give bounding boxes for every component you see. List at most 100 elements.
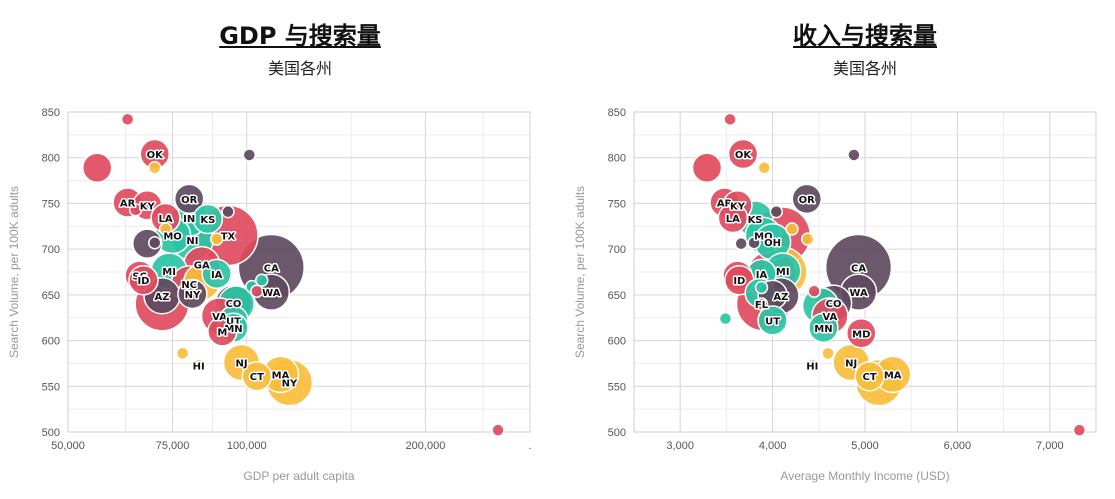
bubble-point bbox=[191, 358, 206, 373]
y-tick-label: 650 bbox=[608, 290, 626, 302]
bubble-label: NY bbox=[282, 379, 298, 390]
bubble-label: OK bbox=[147, 150, 165, 161]
bubble-point bbox=[754, 297, 769, 311]
bubble-label: OR bbox=[181, 195, 198, 206]
bubble-label: KS bbox=[748, 215, 763, 226]
bubble-point bbox=[1072, 423, 1087, 437]
chart-2-title: 收入与搜索量 bbox=[793, 22, 937, 50]
bubble-label: MN bbox=[814, 324, 832, 335]
income-scatter-chart: 500 550 600 650 700 750 800 850 3,000 4,000 5,000 6… bbox=[573, 107, 1097, 483]
bubble-label: LA bbox=[159, 214, 173, 225]
bubble-point bbox=[148, 235, 162, 250]
bubble-label: MO bbox=[754, 231, 772, 242]
bubble-label: IA bbox=[211, 270, 223, 281]
y-tick-label: 800 bbox=[608, 153, 626, 165]
bubble-label: MN bbox=[224, 324, 242, 335]
bubble-point bbox=[734, 236, 748, 251]
bubble-label: NJ bbox=[235, 359, 247, 370]
bubble-label: FL bbox=[755, 300, 769, 311]
y-tick-label: 500 bbox=[42, 427, 60, 439]
x-tick-label: 100,000 bbox=[227, 440, 267, 452]
bubble-point bbox=[747, 235, 761, 250]
y-tick-label: 850 bbox=[42, 107, 60, 119]
bubble-point bbox=[221, 204, 235, 219]
bubble-label: KS bbox=[200, 215, 215, 226]
bubble-label: ID bbox=[137, 276, 149, 287]
bubble-label: NY bbox=[185, 290, 201, 301]
x-axis-label: GDP per adult capita bbox=[243, 469, 355, 483]
y-tick-label: 550 bbox=[608, 381, 626, 393]
bubble-label: WA bbox=[262, 288, 281, 299]
y-tick-label: 750 bbox=[42, 198, 60, 210]
bubble-label: CO bbox=[226, 299, 242, 310]
bubble-point bbox=[177, 278, 208, 310]
bubble-point bbox=[201, 258, 232, 290]
bubble-label: CA bbox=[264, 263, 279, 274]
bubble-label: KY bbox=[730, 201, 746, 212]
bubble-label: CA bbox=[851, 263, 866, 274]
y-tick-label: 500 bbox=[608, 427, 626, 439]
bubble-point bbox=[821, 346, 835, 361]
bubble-point bbox=[754, 280, 769, 295]
y-tick-label: 700 bbox=[608, 244, 626, 256]
bubble-label: AR bbox=[717, 199, 733, 210]
bubble-label: GA bbox=[194, 261, 210, 272]
bubble-label: OH bbox=[764, 238, 781, 249]
bubble-point bbox=[158, 222, 173, 236]
bubble-label: VA bbox=[212, 312, 227, 323]
bubble-point bbox=[723, 112, 737, 127]
bubble-point bbox=[805, 358, 820, 373]
y-tick-label: 800 bbox=[42, 153, 60, 165]
bubble-label: MD bbox=[852, 329, 870, 340]
chart-1-subtitle: 美国各州 bbox=[267, 59, 332, 78]
x-tick-label: 4,000 bbox=[759, 440, 787, 452]
bubble-label: CT bbox=[250, 372, 264, 383]
gdp-scatter-chart: 500 550 600 650 700 750 800 850 50,000 75,000 100,… bbox=[7, 107, 532, 483]
plot-frame bbox=[633, 111, 1097, 433]
x-tick-label: 50,000 bbox=[51, 440, 85, 452]
x-tick-label: 6,000 bbox=[944, 440, 972, 452]
bubble-point bbox=[808, 312, 839, 344]
bubble-point bbox=[250, 284, 264, 298]
y-tick-label: 750 bbox=[608, 198, 626, 210]
bubble-label: MI bbox=[776, 267, 790, 278]
bubble-label: KY bbox=[140, 201, 156, 212]
bubble-label: MA bbox=[884, 370, 902, 381]
bubble-label: OK bbox=[735, 150, 753, 161]
bubble-label: MA bbox=[272, 370, 290, 381]
bubble-point bbox=[173, 183, 205, 215]
bubble-point bbox=[175, 346, 190, 361]
y-tick-label: 600 bbox=[42, 336, 60, 348]
bubble-point bbox=[847, 148, 861, 162]
bubble-point bbox=[718, 311, 733, 326]
bubble-label: UT bbox=[226, 316, 241, 327]
bubble-label: HI bbox=[806, 361, 818, 372]
bubble-label: VA bbox=[822, 312, 837, 323]
x-tick-label: 75,000 bbox=[156, 440, 190, 452]
bubble-point bbox=[491, 423, 505, 437]
bubble-point bbox=[791, 183, 823, 215]
y-tick-label: 550 bbox=[42, 381, 60, 393]
bubble-label: IN bbox=[183, 214, 195, 225]
bubble-point bbox=[757, 161, 772, 175]
bubble-label: MO bbox=[163, 231, 181, 242]
bubble-label: HI bbox=[193, 361, 205, 372]
bubble-point bbox=[255, 273, 269, 287]
bubble-label: SC bbox=[132, 272, 147, 283]
y-axis-label: Search Volume, per 100K adults bbox=[573, 186, 587, 358]
bubble-point bbox=[717, 202, 749, 234]
bubble-label: NC bbox=[181, 280, 197, 291]
y-tick-label: 600 bbox=[608, 336, 626, 348]
bubble-label: IA bbox=[756, 270, 768, 281]
bubble-label: TX bbox=[221, 231, 236, 242]
x-tick-label: 5,000 bbox=[851, 440, 879, 452]
chart-1-title: GDP 与搜索量 bbox=[219, 22, 381, 50]
bubble-label: OR bbox=[799, 195, 816, 206]
bubble-point bbox=[128, 203, 143, 217]
bubble-point bbox=[128, 264, 159, 296]
bubble-point bbox=[757, 305, 788, 336]
bubble-point bbox=[192, 203, 224, 235]
y-tick-label: 850 bbox=[608, 107, 626, 119]
bubble-label: CO bbox=[826, 299, 842, 310]
